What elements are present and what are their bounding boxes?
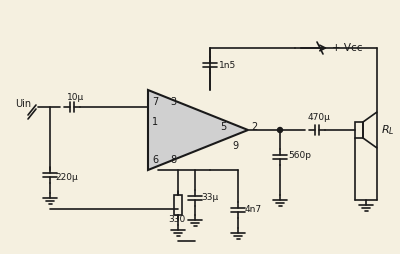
Text: 8: 8 <box>170 155 176 165</box>
Text: 2: 2 <box>251 122 257 132</box>
Text: 1: 1 <box>152 117 158 127</box>
Bar <box>174 195 182 215</box>
Text: 33μ: 33μ <box>201 194 218 202</box>
Bar <box>355 122 363 138</box>
Text: 6: 6 <box>152 155 158 165</box>
Text: 560p: 560p <box>288 151 311 160</box>
Polygon shape <box>148 90 248 170</box>
Text: 5: 5 <box>220 122 226 132</box>
Text: 220μ: 220μ <box>55 173 78 183</box>
Text: 3: 3 <box>170 97 176 107</box>
Text: Uin: Uin <box>15 99 31 109</box>
Text: 4n7: 4n7 <box>245 205 262 214</box>
Text: 9: 9 <box>232 141 238 151</box>
Circle shape <box>278 128 282 133</box>
Text: 10μ: 10μ <box>67 92 84 102</box>
Text: 470μ: 470μ <box>308 114 331 122</box>
Text: 1n5: 1n5 <box>219 60 236 70</box>
Text: 330: 330 <box>168 215 185 225</box>
Text: 7: 7 <box>152 97 158 107</box>
Text: $R_L$: $R_L$ <box>381 123 394 137</box>
Text: + Vcc: + Vcc <box>332 43 362 53</box>
